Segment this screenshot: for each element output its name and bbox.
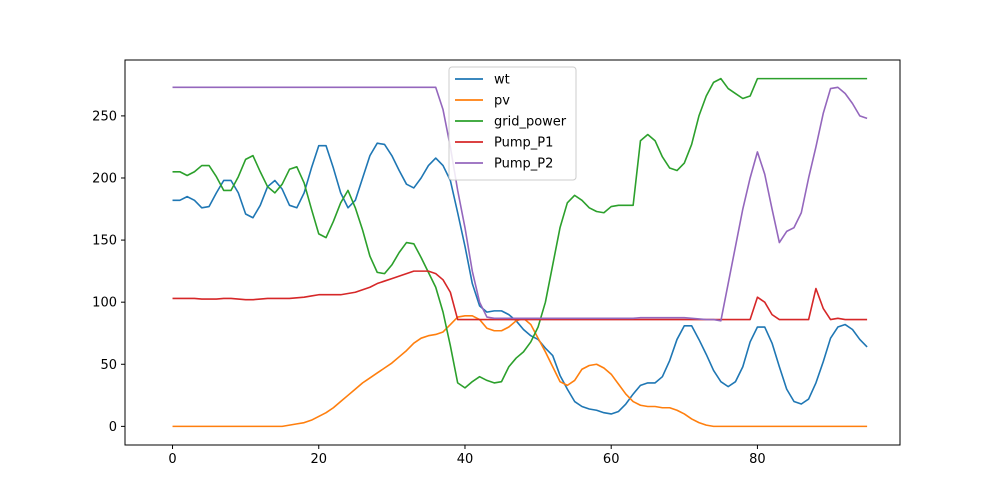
series-line-grid-power	[172, 77, 868, 389]
legend-label-pump-p1: Pump_P1	[494, 136, 553, 151]
legend-label-grid-power: grid_power	[494, 115, 567, 130]
y-tick-label: 250	[92, 109, 117, 124]
series-layer	[172, 77, 868, 428]
legend-label-wt: wt	[494, 73, 510, 88]
x-tick-label: 80	[749, 452, 766, 467]
legend: wt pv grid_power Pump_P1 Pump_P2	[448, 66, 577, 181]
series-line-pump-p1	[172, 270, 868, 321]
y-axis: 0 50 100 150 200 250	[92, 109, 125, 435]
plot-frame	[124, 59, 901, 446]
legend-label-pv: pv	[494, 94, 510, 109]
series-line-pump-p2	[172, 86, 868, 322]
x-tick-label: 20	[310, 452, 327, 467]
y-tick-label: 150	[92, 234, 117, 249]
series-line-wt	[172, 142, 868, 415]
y-tick-label: 100	[92, 296, 117, 311]
x-tick-label: 60	[603, 452, 620, 467]
x-tick-label: 40	[457, 452, 474, 467]
x-tick-label: 0	[168, 452, 176, 467]
y-tick-label: 50	[100, 358, 117, 373]
y-tick-label: 0	[109, 420, 117, 435]
legend-box	[448, 66, 577, 181]
legend-label-pump-p2: Pump_P2	[494, 157, 553, 172]
y-tick-label: 200	[92, 171, 117, 186]
x-axis: 0 20 40 60 80	[168, 445, 766, 467]
